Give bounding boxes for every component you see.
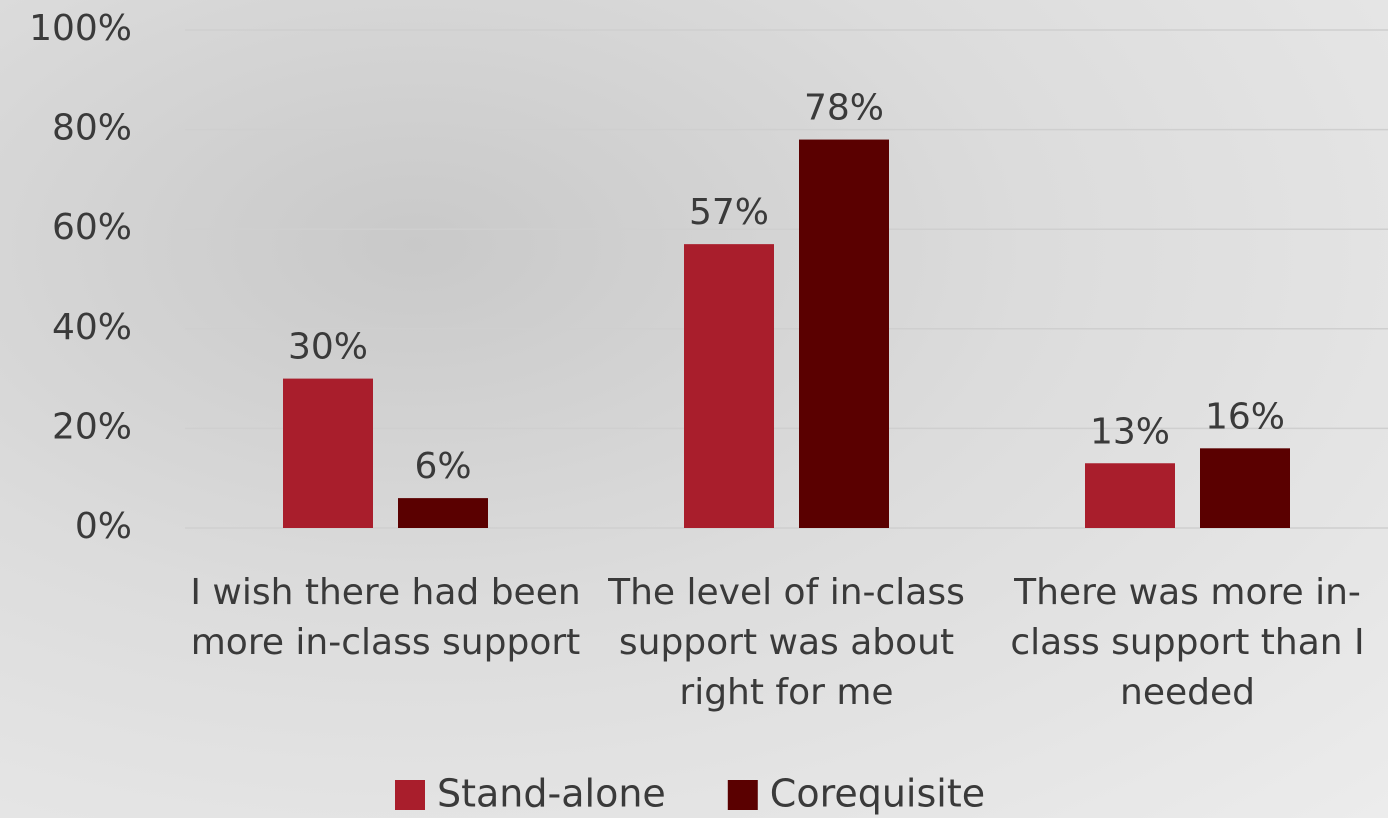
bar — [398, 498, 488, 528]
y-tick-label: 0% — [75, 506, 132, 547]
legend-label: Corequisite — [770, 772, 985, 816]
x-tick-label: There was more in-class support than I n… — [992, 568, 1384, 718]
bar — [684, 244, 774, 528]
y-tick-label: 100% — [29, 8, 132, 49]
x-tick-label: I wish there had been more in-class supp… — [190, 568, 582, 668]
y-tick-label: 60% — [52, 207, 132, 248]
y-tick-label: 40% — [52, 307, 132, 348]
legend-label: Stand-alone — [437, 772, 666, 816]
y-tick-label: 80% — [52, 108, 132, 149]
data-label: 16% — [1205, 396, 1285, 437]
bar — [283, 379, 373, 528]
data-label: 57% — [689, 192, 769, 233]
y-tick-label: 20% — [52, 406, 132, 447]
data-label: 6% — [414, 446, 471, 487]
data-label: 30% — [288, 327, 368, 368]
bar — [799, 140, 889, 528]
bar — [1200, 448, 1290, 528]
data-label: 13% — [1090, 411, 1170, 452]
legend-swatch — [395, 780, 425, 810]
legend-swatch — [728, 780, 758, 810]
chart-page: 0% 20% 40% 60% 80% 100% 30% 6% 57% 78% 13% 16% Stand… — [0, 0, 1388, 818]
bar — [1085, 463, 1175, 528]
x-tick-label: The level of in-class support was about … — [591, 568, 983, 718]
data-label: 78% — [804, 88, 884, 129]
